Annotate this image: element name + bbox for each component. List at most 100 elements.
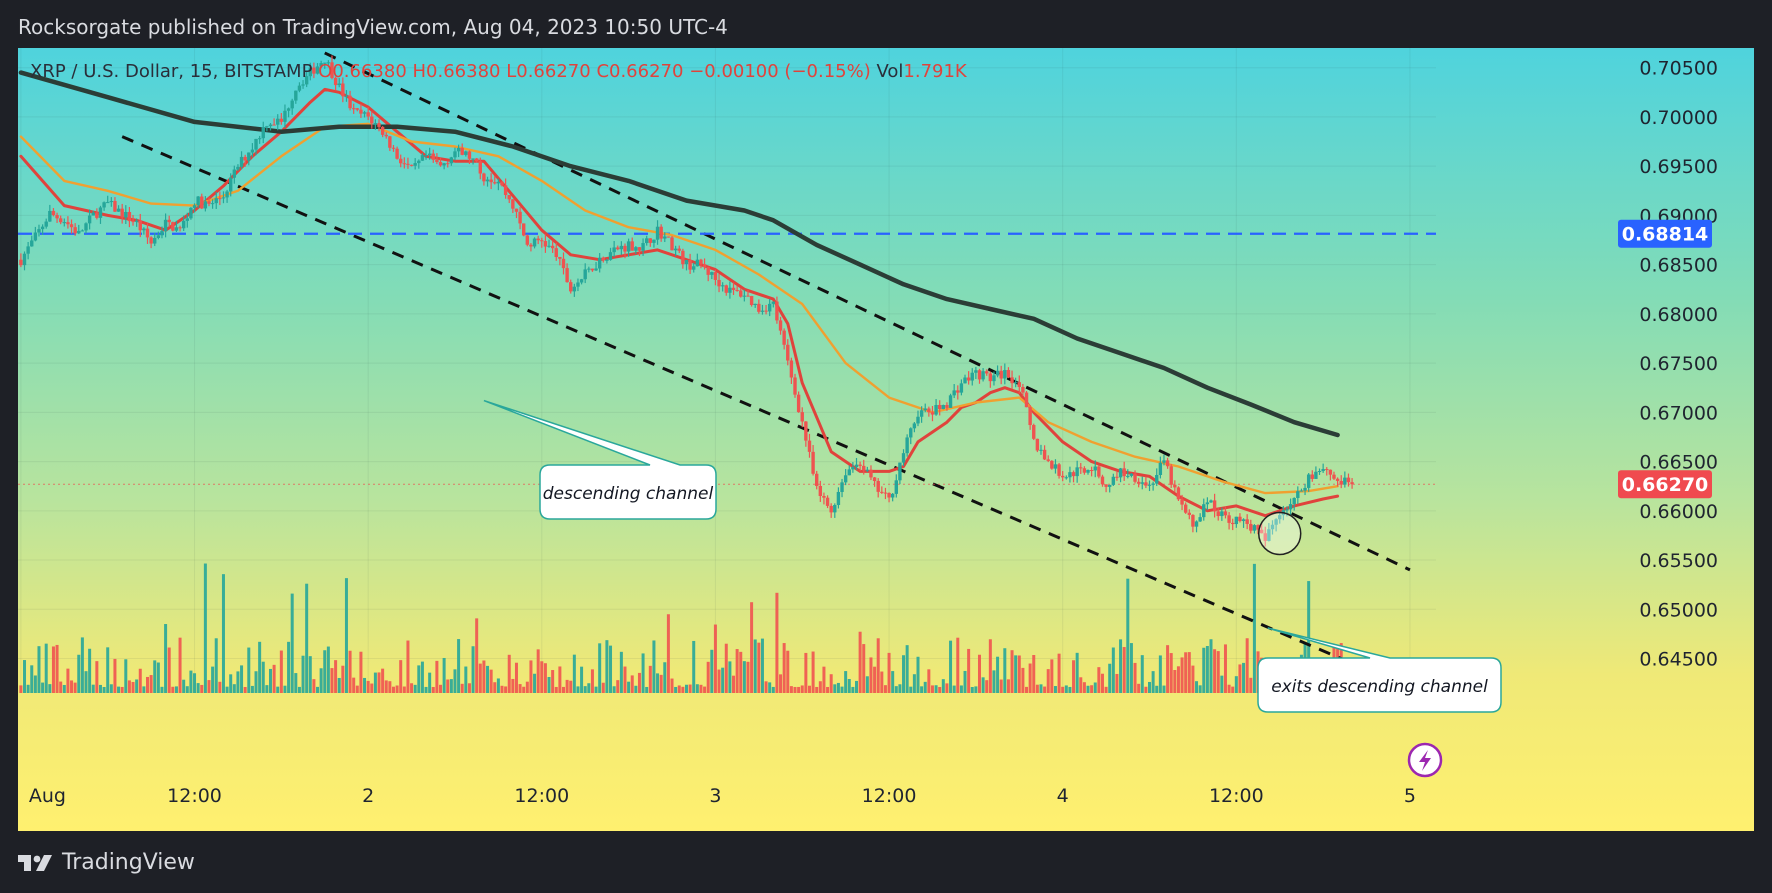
volume-bar — [659, 674, 663, 693]
volume-bar — [858, 631, 862, 693]
volume-bar — [883, 685, 887, 693]
volume-bar — [1151, 671, 1155, 693]
candle-body — [869, 469, 873, 478]
candle-body — [1140, 482, 1144, 484]
candle-body — [22, 253, 27, 266]
candle-body — [735, 289, 739, 291]
volume-bar — [930, 685, 934, 693]
candle-body — [145, 228, 150, 238]
candle-body — [587, 268, 591, 270]
candle-body — [1169, 466, 1173, 485]
volume-bar — [287, 641, 291, 693]
volume-bar — [583, 686, 587, 693]
candle-body — [862, 465, 866, 471]
candle-body — [435, 159, 439, 163]
candle-body — [1245, 519, 1249, 524]
volume-bar — [268, 668, 272, 693]
volume-bar — [1017, 655, 1021, 693]
candle-body — [163, 219, 168, 232]
candle-body — [945, 405, 949, 408]
volume-bar — [666, 614, 670, 693]
annotation-text: exits descending channel — [1271, 677, 1488, 697]
volume-bar — [117, 686, 121, 693]
volume-bar — [786, 650, 790, 693]
candle-body — [883, 492, 888, 494]
candle-body — [1162, 460, 1166, 463]
volume-bar — [135, 679, 139, 693]
time-tick-label: 12:00 — [862, 785, 917, 807]
lightning-icon[interactable] — [1407, 742, 1443, 778]
chart-panel[interactable]: descending channel exits descending chann… — [18, 48, 1754, 831]
volume-bar — [927, 669, 931, 693]
volume-bar — [540, 661, 544, 693]
candle-body — [1039, 449, 1043, 451]
candle-body — [569, 282, 573, 292]
volume-bar — [1180, 657, 1184, 693]
footer-brand[interactable]: TradingView — [18, 848, 195, 878]
candle-body — [474, 158, 479, 162]
candle-body — [265, 126, 269, 128]
volume-bar — [898, 684, 902, 693]
candle-body — [1126, 475, 1130, 477]
volume-bar — [258, 641, 262, 693]
annotation-exits-channel[interactable]: exits descending channel — [1257, 627, 1502, 713]
volume-bar — [156, 662, 160, 693]
candle-body — [106, 202, 110, 204]
volume-bar — [247, 647, 251, 693]
candle-body — [659, 226, 663, 239]
volume-bar — [402, 686, 406, 693]
candle-body — [286, 108, 291, 111]
candle-body — [153, 237, 157, 244]
volume-bar — [836, 682, 840, 693]
volume-bar — [395, 685, 399, 693]
candle-body — [290, 100, 294, 109]
volume-bar — [1205, 645, 1209, 693]
annotation-descending-channel[interactable]: descending channel — [483, 399, 717, 520]
candle-body — [764, 310, 768, 312]
candle-body — [1263, 533, 1267, 541]
volume-bar — [905, 645, 909, 693]
candle-body — [985, 371, 989, 374]
volume-bar — [1307, 581, 1311, 693]
candle-body — [134, 220, 139, 222]
volume-bar — [721, 667, 725, 693]
candle-body — [1129, 473, 1134, 476]
volume-bar — [44, 643, 48, 693]
candle-body — [456, 147, 461, 152]
volume-bar — [102, 686, 106, 693]
candle-body — [1202, 504, 1206, 518]
candle-body — [229, 177, 233, 192]
annotations: descending channel exits descending chann… — [483, 399, 1502, 713]
candle-body — [739, 290, 743, 297]
volume-bar — [319, 668, 323, 693]
volume-bar — [977, 654, 981, 693]
candle-body — [988, 373, 993, 382]
candle-body — [239, 156, 244, 167]
candle-body — [543, 241, 548, 247]
candle-body — [113, 200, 117, 212]
volume-bar — [688, 684, 692, 693]
volume-bar — [51, 646, 55, 693]
candle-body — [69, 224, 74, 228]
candle-body — [1223, 511, 1228, 516]
volume-bar — [23, 660, 27, 693]
volume-bar — [1021, 667, 1025, 693]
candle-body — [399, 158, 403, 164]
candle-body — [1013, 382, 1018, 384]
candle-body — [796, 394, 801, 413]
candle-body — [149, 237, 153, 244]
volume-bar — [735, 649, 739, 693]
legend-close: C0.66270 — [596, 61, 684, 82]
legend-low: L0.66270 — [506, 61, 591, 82]
legend-symbol: XRP / U.S. Dollar, 15, BITSTAMP — [30, 61, 313, 82]
volume-bar — [460, 683, 464, 693]
candle-body — [880, 491, 884, 493]
volume-bar — [297, 686, 301, 693]
candlestick-chart[interactable]: descending channel exits descending chann… — [18, 48, 1754, 831]
volume-bar — [699, 684, 703, 693]
candle-body — [1292, 497, 1296, 505]
volume-bar — [232, 684, 236, 693]
volume-bar — [974, 686, 978, 693]
volume-bar — [1144, 686, 1148, 693]
volume-bar — [637, 672, 641, 693]
